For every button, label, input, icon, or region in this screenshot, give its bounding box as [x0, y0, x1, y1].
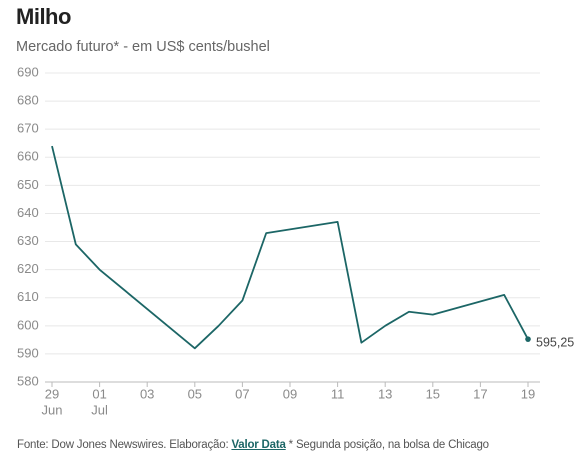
x-tick-sublabel: Jul [91, 402, 108, 417]
x-tick-label: 09 [283, 386, 297, 401]
source-text: Fonte: Dow Jones Newswires. Elaboração: [17, 439, 232, 451]
y-tick-label: 580 [17, 373, 39, 388]
y-tick-label: 610 [17, 289, 39, 304]
y-tick-label: 680 [17, 93, 39, 108]
x-tick-label: 01 [92, 386, 106, 401]
y-tick-label: 630 [17, 233, 39, 248]
x-tick-label: 15 [426, 386, 440, 401]
y-tick-label: 650 [17, 177, 39, 192]
chart-title: Milho [16, 4, 71, 29]
x-tick-label: 07 [235, 386, 249, 401]
line [51, 145, 529, 350]
value-label: 595,25 [536, 335, 574, 349]
y-tick-label: 600 [17, 317, 39, 332]
chart: Milho Mercado futuro* - em US$ cents/bus… [16, 4, 574, 418]
source: Fonte: Dow Jones Newswires. Elaboração: … [17, 439, 489, 451]
y-tick-label: 690 [17, 64, 39, 79]
point [525, 336, 531, 342]
y-tick-label: 590 [17, 345, 39, 360]
x-tick-label: 17 [473, 386, 487, 401]
x-tick-label: 13 [378, 386, 392, 401]
source-link[interactable]: Valor Data [231, 439, 286, 451]
x-tick-label: 19 [521, 386, 535, 401]
x-tick-label: 29 [45, 386, 59, 401]
x-tick-sublabel: Jun [42, 402, 63, 417]
y-tick-label: 620 [17, 261, 39, 276]
y-tick-label: 660 [17, 149, 39, 164]
source-note: * Segunda posição, na bolsa de Chicago [285, 439, 489, 451]
x-tick-label: 03 [140, 386, 154, 401]
y-tick-label: 670 [17, 121, 39, 136]
y-tick-label: 640 [17, 205, 39, 220]
x-tick-label: 05 [188, 386, 202, 401]
x-tick-label: 11 [331, 386, 345, 401]
chart-subtitle: Mercado futuro* - em US$ cents/bushel [16, 39, 270, 55]
